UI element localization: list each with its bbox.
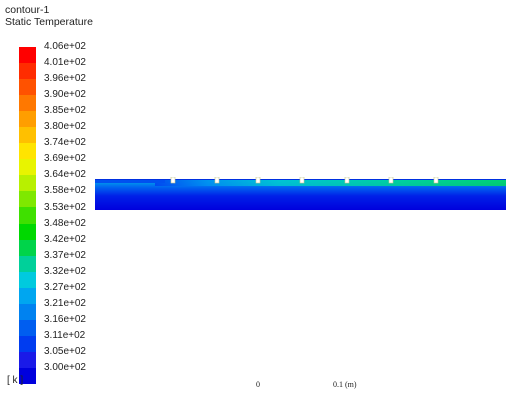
legend-label: 3.42e+02 xyxy=(44,233,86,245)
legend-label: 3.32e+02 xyxy=(44,265,86,277)
domain-hot-layer xyxy=(155,179,506,186)
legend-unit: [ k ] xyxy=(7,375,24,386)
legend-swatch xyxy=(19,335,36,352)
legend-label: 3.85e+02 xyxy=(44,105,86,117)
fin-marker xyxy=(388,177,394,184)
legend-label: 3.48e+02 xyxy=(44,217,86,229)
legend-label: 3.27e+02 xyxy=(44,281,86,293)
legend-swatch xyxy=(19,367,36,384)
legend-label: 3.96e+02 xyxy=(44,73,86,85)
contour-name: contour-1 xyxy=(5,4,50,16)
legend-swatch xyxy=(19,127,36,144)
legend-swatch xyxy=(19,319,36,336)
fin-marker xyxy=(170,177,176,184)
fin-markers xyxy=(170,177,439,184)
legend-swatch xyxy=(19,79,36,96)
legend-swatch xyxy=(19,175,36,192)
legend-label: 3.11e+02 xyxy=(44,329,86,341)
scale-label: 0.1 (m) xyxy=(333,380,357,389)
legend-label: 3.69e+02 xyxy=(44,153,86,165)
contour-plot xyxy=(95,177,506,210)
legend-swatch xyxy=(19,351,36,368)
fin-marker xyxy=(344,177,350,184)
fin-marker xyxy=(255,177,261,184)
legend-label: 4.06e+02 xyxy=(44,41,86,52)
legend-swatch xyxy=(19,271,36,288)
legend-label: 3.00e+02 xyxy=(44,362,86,373)
legend-swatch xyxy=(19,47,36,64)
domain-upper-layer xyxy=(95,179,165,183)
legend-label: 3.74e+02 xyxy=(44,137,86,149)
fin-marker xyxy=(433,177,439,184)
legend-label: 3.53e+02 xyxy=(44,201,86,213)
legend-swatch xyxy=(19,191,36,208)
legend-label: 3.64e+02 xyxy=(44,169,86,181)
legend-swatch xyxy=(19,207,36,224)
legend-label: 3.37e+02 xyxy=(44,249,86,261)
fin-marker xyxy=(214,177,220,184)
legend-swatch xyxy=(19,63,36,80)
legend-swatch xyxy=(19,143,36,160)
legend-swatch xyxy=(19,111,36,128)
legend-swatch xyxy=(19,255,36,272)
legend-swatch xyxy=(19,239,36,256)
legend-label: 3.90e+02 xyxy=(44,89,86,101)
legend-swatch xyxy=(19,159,36,176)
scale-zero: 0 xyxy=(256,380,260,389)
legend-label: 3.16e+02 xyxy=(44,313,86,325)
legend-swatch xyxy=(19,287,36,304)
legend-swatch xyxy=(19,95,36,112)
legend-color-bar xyxy=(19,47,36,384)
legend-label: 3.21e+02 xyxy=(44,297,86,309)
contour-variable: Static Temperature xyxy=(5,16,93,28)
legend-swatch xyxy=(19,223,36,240)
legend-label: 3.58e+02 xyxy=(44,185,86,197)
fin-marker xyxy=(299,177,305,184)
legend-swatch xyxy=(19,303,36,320)
contour-title-block: contour-1 Static Temperature xyxy=(5,4,93,28)
legend-label: 4.01e+02 xyxy=(44,57,86,69)
legend-label: 3.05e+02 xyxy=(44,345,86,357)
legend-label: 3.80e+02 xyxy=(44,121,86,133)
